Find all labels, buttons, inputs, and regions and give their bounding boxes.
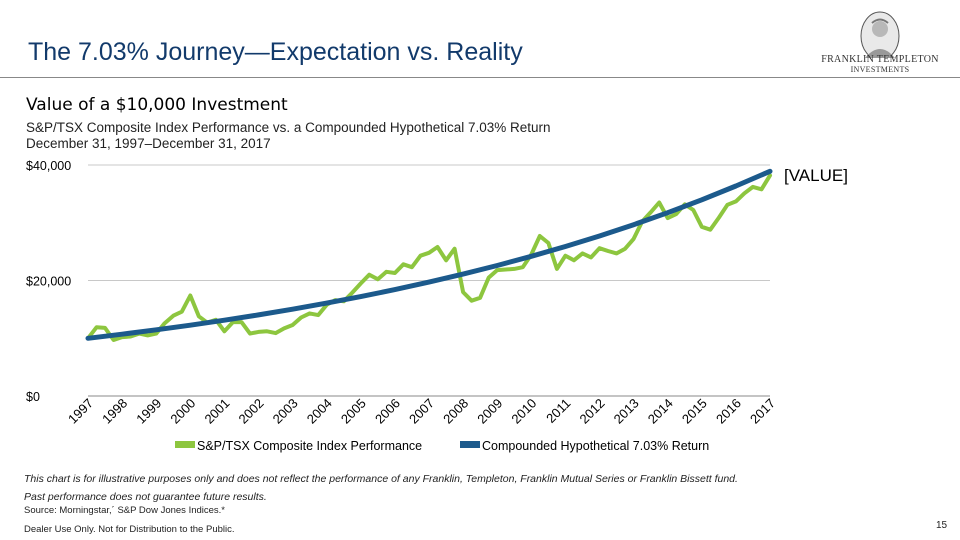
x-tick-label: 2013 [611,396,642,427]
x-tick-label: 2011 [543,396,573,426]
chart-description: S&P/TSX Composite Index Performance vs. … [26,120,551,152]
portrait-icon [860,11,900,61]
legend-swatch [175,441,195,448]
disclaimer-line2: Past performance does not guarantee futu… [24,491,267,503]
disclaimer-line1: This chart is for illustrative purposes … [24,473,738,485]
x-tick-label: 1997 [65,396,96,427]
y-tick-label: $20,000 [26,275,71,289]
dealer-note: Dealer Use Only. Not for Distribution to… [24,524,235,535]
x-tick-label: 2009 [474,396,505,427]
x-tick-label: 1999 [133,396,164,427]
x-tick-label: 2008 [440,396,471,427]
x-tick-label: 2012 [577,396,608,427]
x-tick-label: 2007 [406,396,437,427]
x-tick-label: 2006 [372,396,403,427]
chart-subtitle: Value of a $10,000 Investment [26,95,288,115]
legend-label: S&P/TSX Composite Index Performance [197,439,422,453]
x-tick-label: 2016 [713,396,744,427]
x-tick-label: 2010 [508,396,539,427]
x-tick-label: 2015 [679,396,710,427]
y-tick-label: $0 [26,390,40,404]
disclaimer: This chart is for illustrative purposes … [24,470,804,506]
x-tick-label: 1998 [99,396,130,427]
description-line1: S&P/TSX Composite Index Performance vs. … [26,120,551,135]
page-number: 15 [936,520,948,531]
x-tick-label: 2001 [201,396,232,427]
compounded-return-line [85,168,773,341]
legend-label: Compounded Hypothetical 7.03% Return [482,439,709,453]
legend-swatch [460,441,480,448]
end-value-label: [VALUE] [784,166,848,185]
x-tick-label: 2017 [747,396,778,427]
x-tick-label: 2000 [167,396,198,427]
description-line2: December 31, 1997–December 31, 2017 [26,136,271,151]
page-title: The 7.03% Journey—Expectation vs. Realit… [28,38,523,66]
x-tick-label: 2003 [270,396,301,427]
x-tick-label: 2014 [645,396,676,427]
logo-line1: FRANKLIN TEMPLETON [821,54,939,65]
x-tick-label: 2004 [304,396,335,427]
x-tick-label: 2002 [236,396,267,427]
source-note: Source: Morningstar,´ S&P Dow Jones Indi… [24,505,226,516]
y-tick-label: $40,000 [26,159,71,173]
x-tick-label: 2005 [338,396,369,427]
franklin-templeton-logo: FRANKLIN TEMPLETON INVESTMENTS [820,6,940,74]
tsx-series-line [86,173,772,342]
logo-line2: INVESTMENTS [850,65,910,74]
header-divider [0,77,960,78]
